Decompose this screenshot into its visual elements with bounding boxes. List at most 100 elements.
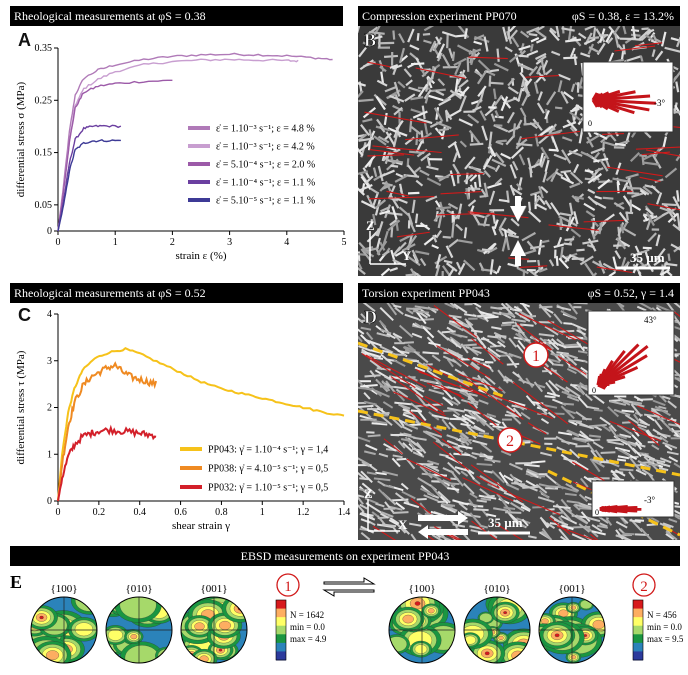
crystal-trace xyxy=(647,203,680,211)
crystal xyxy=(517,339,527,350)
crystal xyxy=(563,242,573,246)
crystal xyxy=(358,98,374,103)
crystal xyxy=(428,472,442,481)
crystal xyxy=(564,254,572,263)
crystal xyxy=(491,225,497,236)
crystal xyxy=(517,63,530,71)
crystal xyxy=(358,187,366,196)
crystal xyxy=(414,213,419,224)
crystal xyxy=(361,248,375,258)
crystal xyxy=(372,191,380,207)
crystal xyxy=(407,164,418,178)
crystal-trace xyxy=(450,172,484,176)
crystal xyxy=(650,184,661,194)
crystal xyxy=(590,146,606,155)
crystal xyxy=(539,516,550,528)
crystal xyxy=(519,107,527,118)
crystal xyxy=(576,341,586,352)
crystal xyxy=(358,328,365,335)
crystal xyxy=(507,86,519,95)
crystal xyxy=(528,65,539,77)
crystal xyxy=(457,88,466,96)
crystal xyxy=(468,392,478,397)
crystal xyxy=(560,514,578,525)
crystal xyxy=(439,495,449,505)
density-contour xyxy=(554,633,560,638)
crystal xyxy=(393,359,406,368)
crystal xyxy=(655,192,663,205)
crystal xyxy=(642,213,649,222)
crystal xyxy=(405,308,414,315)
crystal xyxy=(571,533,587,540)
crystal xyxy=(574,503,593,510)
crystal xyxy=(487,347,501,358)
crystal-trace xyxy=(418,371,482,396)
crystal xyxy=(512,123,517,138)
crystal xyxy=(376,240,388,256)
crystal xyxy=(363,450,376,456)
crystal xyxy=(420,130,425,144)
crystal xyxy=(381,349,393,354)
crystal-trace xyxy=(372,145,442,154)
crystal xyxy=(564,492,577,497)
crystal-trace xyxy=(494,394,553,420)
crystal xyxy=(463,173,474,183)
x-tick-label: 2 xyxy=(170,237,175,248)
crystal xyxy=(409,522,422,527)
crystal xyxy=(546,522,556,529)
crystal xyxy=(662,420,674,433)
crystal-trace xyxy=(383,438,403,455)
crystal xyxy=(500,323,512,327)
crystal xyxy=(627,191,640,195)
crystal xyxy=(379,209,391,215)
crystal xyxy=(401,490,416,500)
crystal xyxy=(458,431,473,445)
crystal xyxy=(358,379,364,386)
crystal xyxy=(419,67,427,77)
crystal xyxy=(538,303,552,318)
crystal xyxy=(558,257,570,270)
crystal xyxy=(489,146,497,158)
crystal xyxy=(578,433,595,442)
crystal xyxy=(452,396,461,405)
panel-label-e: E xyxy=(10,572,22,592)
crystal-trace xyxy=(518,313,576,341)
crystal xyxy=(360,248,372,262)
shear-arrow-left xyxy=(418,525,468,539)
ebsd-zone-label-1: 1 xyxy=(284,579,292,595)
crystal xyxy=(587,188,596,195)
crystal xyxy=(365,331,374,341)
crystal xyxy=(617,448,631,457)
zone-marker-1 xyxy=(523,342,549,368)
crystal xyxy=(358,404,374,409)
crystal xyxy=(640,527,653,540)
crystal xyxy=(500,227,514,236)
crystal xyxy=(498,228,504,237)
crystal xyxy=(646,429,655,438)
crystal xyxy=(503,491,517,499)
crystal-trace xyxy=(364,111,427,124)
crystal xyxy=(382,401,394,409)
crystal xyxy=(597,178,611,190)
crystal xyxy=(358,133,368,142)
crystal xyxy=(449,170,456,187)
crystal xyxy=(405,458,416,470)
crystal xyxy=(570,83,576,93)
crystal xyxy=(546,391,561,398)
crystal xyxy=(614,469,626,477)
crystal xyxy=(566,367,577,375)
crystal xyxy=(411,447,423,452)
crystal xyxy=(563,345,581,349)
crystal xyxy=(462,482,475,495)
crystal xyxy=(559,246,564,260)
pole-figure xyxy=(31,597,97,663)
crystal xyxy=(547,411,556,419)
shear-band-line xyxy=(358,341,509,400)
legend-label: ε̇ = 5.10⁻⁴ s⁻¹; ε = 2.0 % xyxy=(216,160,315,171)
crystal xyxy=(437,175,449,180)
pole-outline xyxy=(538,596,606,664)
crystal xyxy=(584,262,595,276)
crystal xyxy=(403,345,416,352)
crystal xyxy=(513,480,526,489)
density-contour xyxy=(498,635,504,640)
